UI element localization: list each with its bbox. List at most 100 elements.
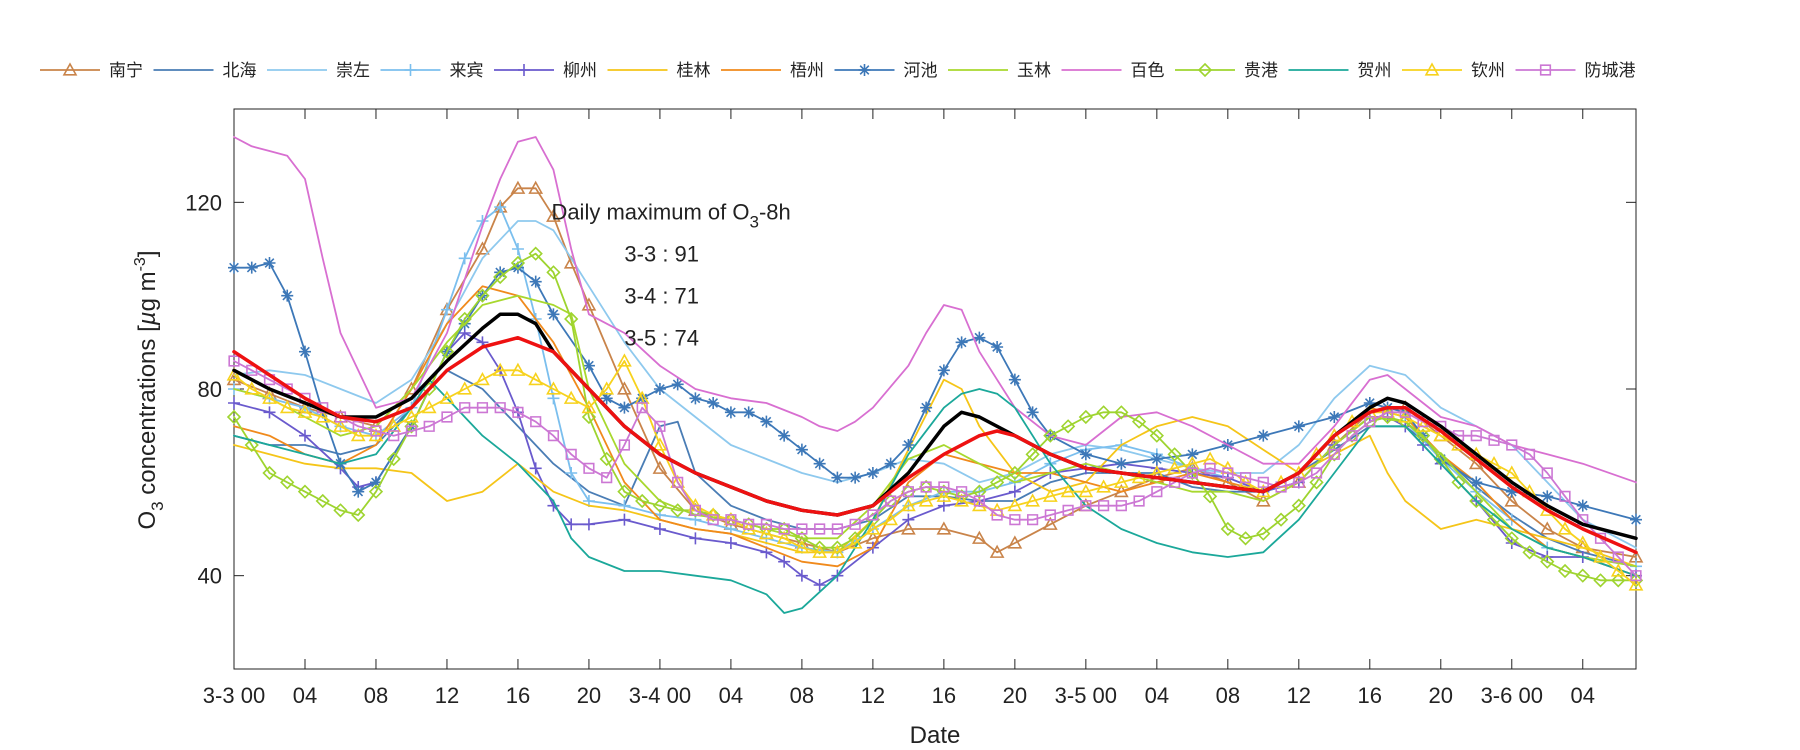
legend-label: 崇左 <box>336 61 370 80</box>
data-point <box>955 336 968 349</box>
data-point <box>1044 509 1056 521</box>
data-point <box>973 331 986 344</box>
data-point <box>1364 416 1376 428</box>
data-point <box>972 484 987 499</box>
data-point <box>547 430 560 442</box>
data-point <box>352 420 364 432</box>
data-point <box>918 493 934 507</box>
legend-label: 南宁 <box>109 61 143 80</box>
data-point <box>1186 467 1198 479</box>
legend-label: 柳州 <box>563 61 597 80</box>
x-tick-label: 3-5 00 <box>1055 683 1117 708</box>
data-point <box>1204 462 1216 474</box>
data-point <box>262 390 277 404</box>
data-point <box>226 409 242 425</box>
legend-item: 崇左 <box>267 61 370 80</box>
data-point <box>1611 573 1626 588</box>
data-point <box>707 397 720 409</box>
legend-item: 桂林 <box>607 61 711 80</box>
x-axis-label: Date <box>910 722 961 749</box>
annotation: Daily maximum of O3-8h 3-3 : 91 3-4 : 71 3-… <box>551 200 790 351</box>
data-point <box>475 372 490 386</box>
data-point <box>991 341 1004 353</box>
data-point <box>1167 460 1182 474</box>
data-point <box>476 402 489 414</box>
y-axis-label: O3 concentrations [µg m-3] <box>132 251 167 530</box>
data-point <box>901 521 916 535</box>
data-point <box>528 372 544 386</box>
x-tick-label: 08 <box>790 683 814 708</box>
data-point <box>1488 434 1500 446</box>
data-point <box>830 540 845 555</box>
data-point <box>1610 563 1626 577</box>
data-point <box>1346 430 1358 442</box>
data-point <box>298 429 311 442</box>
data-point <box>954 493 969 507</box>
annotation-title: Daily maximum of O3-8h <box>551 200 790 232</box>
x-tick-label: 04 <box>1145 683 1169 708</box>
data-point <box>1504 493 1520 507</box>
x-tick-label: 3-4 00 <box>629 683 691 708</box>
data-point <box>1539 521 1555 535</box>
data-point <box>1505 485 1518 498</box>
data-point <box>333 418 348 432</box>
data-point <box>351 507 366 523</box>
data-point <box>866 467 879 479</box>
legend-label: 河池 <box>904 61 938 80</box>
data-point <box>724 537 737 549</box>
data-point <box>885 495 897 507</box>
data-point <box>1257 429 1270 442</box>
data-point <box>333 503 348 518</box>
data-point <box>618 513 631 526</box>
data-point <box>1576 499 1589 512</box>
data-point <box>1220 521 1235 537</box>
data-point <box>1186 448 1199 461</box>
data-point <box>1222 467 1234 479</box>
legend-label: 防城港 <box>1585 61 1636 80</box>
data-point <box>991 509 1003 521</box>
data-point <box>1151 486 1163 498</box>
data-point <box>1078 409 1093 425</box>
data-point <box>582 518 595 531</box>
data-point <box>743 518 755 530</box>
data-point <box>1150 453 1163 465</box>
legend-label: 桂林 <box>677 61 711 80</box>
data-point <box>350 428 366 442</box>
data-point <box>1007 535 1023 549</box>
data-point <box>778 555 791 568</box>
data-point <box>1114 405 1129 420</box>
data-point <box>1594 532 1607 544</box>
data-point <box>334 411 347 423</box>
data-point <box>1557 563 1573 579</box>
data-point <box>1328 411 1341 423</box>
data-point <box>795 569 808 582</box>
data-point <box>511 261 524 274</box>
series-桂林 <box>233 378 1637 568</box>
data-point <box>459 402 471 414</box>
data-point <box>1522 545 1537 560</box>
data-point <box>581 409 597 425</box>
data-point <box>1060 484 1076 498</box>
data-point <box>989 475 1005 490</box>
data-point <box>245 261 258 274</box>
data-point <box>653 523 666 535</box>
data-point <box>795 443 808 456</box>
legend-label: 梧州 <box>790 61 824 80</box>
data-point <box>1363 397 1376 409</box>
data-point <box>565 467 578 479</box>
data-point <box>902 486 914 498</box>
data-point <box>1079 448 1092 461</box>
data-point <box>439 390 455 404</box>
x-tick-label: 04 <box>1571 683 1595 708</box>
data-point <box>618 439 631 451</box>
data-point <box>1506 439 1518 451</box>
data-point <box>475 241 490 255</box>
data-point <box>725 514 737 526</box>
data-point <box>583 462 595 474</box>
data-point <box>1292 420 1305 433</box>
data-point <box>812 540 827 555</box>
legend-item: 南宁 <box>40 61 143 80</box>
data-point <box>599 381 615 395</box>
annotation-line: 3-3 : 91 <box>624 242 699 267</box>
x-tick-label: 12 <box>861 683 885 708</box>
